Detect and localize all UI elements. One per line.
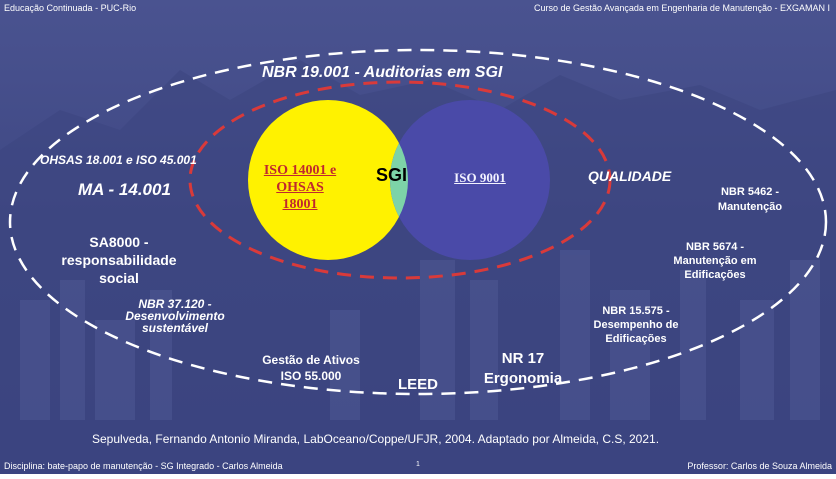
label-gestao-ativos: Gestão de Ativos ISO 55.000 [262, 353, 360, 383]
label-qualidade: QUALIDADE [588, 168, 672, 184]
label-sa8000: SA8000 - responsabilidade social [61, 234, 177, 286]
label-iso9001: ISO 9001 [454, 170, 506, 185]
citation: Sepulveda, Fernando Antonio Miranda, Lab… [92, 432, 660, 446]
label-ma: MA - 14.001 [78, 180, 171, 199]
label-iso14001-ohsas: ISO 14001 e OHSAS 18001 [263, 163, 337, 212]
label-leed: LEED [398, 376, 439, 393]
header-left: Educação Continuada - PUC-Rio [4, 3, 137, 13]
label-nr17: NR 17 Ergonomia [483, 350, 563, 387]
circle-iso9001 [390, 100, 550, 260]
page-number: 1 [416, 461, 420, 468]
label-ohsas: OHSAS 18.001 e ISO 45.001 [40, 153, 197, 167]
footer-right: Professor: Carlos de Souza Almeida [687, 461, 832, 471]
label-nbr5674: NBR 5674 - Manutenção em Edificações [673, 241, 757, 281]
label-nbr15575: NBR 15.575 - Desempenho de Edificações [593, 305, 679, 345]
outer-title: NBR 19.001 - Auditorias em SGI [262, 64, 503, 81]
outer-ellipse [8, 48, 828, 396]
label-nbr37120: NBR 37.120 - Desenvolvimento sustentável [125, 297, 225, 335]
header-right: Curso de Gestão Avançada em Engenharia d… [533, 3, 830, 13]
label-nbr5462: NBR 5462 - Manutenção [717, 186, 783, 213]
label-sgi: SGI [376, 165, 408, 185]
footer-left: Disciplina: bate-papo de manutenção - SG… [4, 461, 283, 471]
inner-ellipse [188, 80, 612, 280]
circle-iso14001 [248, 100, 408, 260]
